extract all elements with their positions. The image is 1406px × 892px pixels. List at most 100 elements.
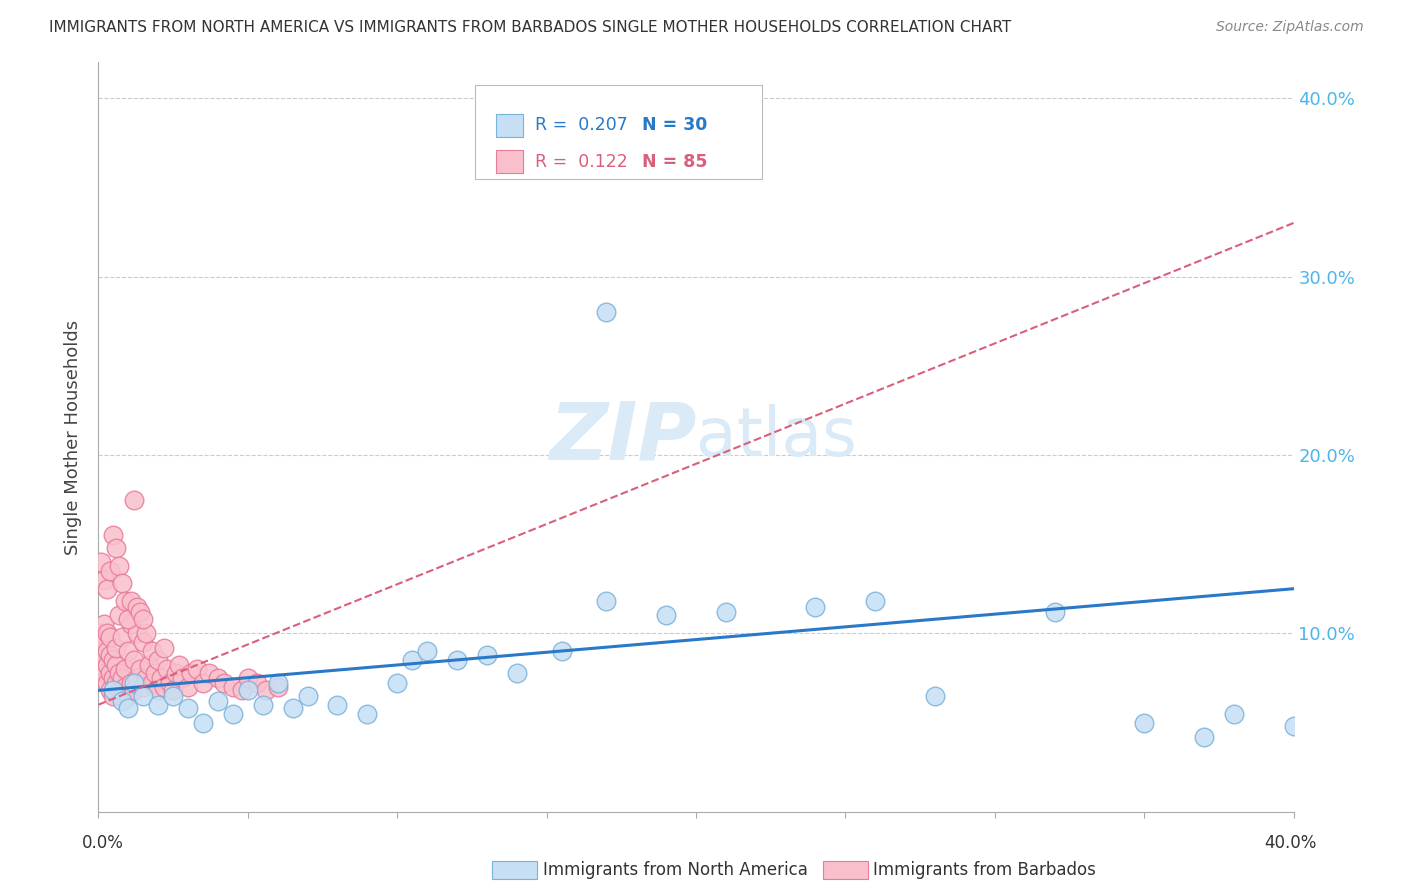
Point [96, 676, 118, 690]
Point [267, 680, 290, 694]
Point [385, 676, 409, 690]
Point [446, 653, 468, 667]
Point [254, 683, 277, 698]
Point [111, 630, 134, 644]
Point [103, 689, 125, 703]
Point [124, 683, 146, 698]
Point [129, 662, 152, 676]
Point [90, 626, 112, 640]
Point [153, 640, 176, 655]
Point [1043, 605, 1066, 619]
Point [165, 665, 187, 680]
Text: ZIP: ZIP [548, 398, 696, 476]
Point [865, 594, 887, 608]
FancyBboxPatch shape [496, 151, 523, 173]
Point [90, 555, 112, 569]
Point [93, 617, 115, 632]
Text: N = 30: N = 30 [643, 117, 707, 135]
Point [108, 665, 131, 680]
Point [98, 564, 122, 578]
Text: atlas: atlas [696, 404, 856, 470]
Point [96, 644, 118, 658]
Point [141, 676, 163, 690]
Point [117, 701, 139, 715]
Point [198, 665, 221, 680]
Point [103, 653, 125, 667]
Point [111, 689, 134, 703]
Text: N = 85: N = 85 [643, 153, 707, 170]
Point [236, 683, 259, 698]
Point [180, 665, 202, 680]
Point [356, 706, 378, 721]
Point [132, 612, 155, 626]
FancyBboxPatch shape [496, 114, 523, 136]
Point [103, 528, 125, 542]
Point [98, 648, 122, 662]
Point [236, 671, 259, 685]
Point [177, 701, 200, 715]
Point [114, 662, 136, 676]
Point [108, 608, 131, 623]
Point [120, 594, 142, 608]
Point [416, 644, 439, 658]
Point [90, 658, 112, 673]
Point [105, 676, 128, 690]
Point [96, 658, 118, 673]
Point [1223, 706, 1246, 721]
Point [105, 541, 128, 555]
Point [595, 305, 617, 319]
Text: Source: ZipAtlas.com: Source: ZipAtlas.com [1216, 20, 1364, 34]
Point [96, 626, 118, 640]
Text: 0.0%: 0.0% [82, 834, 124, 852]
Point [246, 676, 269, 690]
Point [924, 689, 946, 703]
Point [148, 653, 170, 667]
Point [98, 665, 122, 680]
Point [98, 630, 122, 644]
Point [222, 680, 245, 694]
Text: R =  0.207: R = 0.207 [534, 117, 627, 135]
Point [98, 683, 122, 698]
Point [1282, 719, 1305, 733]
Point [127, 599, 149, 614]
Point [714, 605, 737, 619]
Point [124, 492, 146, 507]
Point [127, 626, 149, 640]
Point [475, 648, 498, 662]
Point [191, 715, 214, 730]
Point [401, 653, 423, 667]
Point [93, 635, 115, 649]
Point [162, 683, 184, 698]
Point [111, 694, 134, 708]
Point [177, 680, 200, 694]
Point [120, 617, 142, 632]
Text: Immigrants from Barbados: Immigrants from Barbados [873, 861, 1097, 879]
Point [595, 594, 617, 608]
Point [141, 644, 163, 658]
Point [120, 676, 142, 690]
Point [212, 676, 235, 690]
Point [132, 635, 155, 649]
Point [231, 683, 253, 698]
Point [93, 665, 115, 680]
Point [105, 658, 128, 673]
Point [148, 683, 170, 698]
Point [550, 644, 572, 658]
Point [1133, 715, 1156, 730]
Point [207, 694, 229, 708]
Point [111, 576, 134, 591]
Point [124, 653, 146, 667]
Point [117, 612, 139, 626]
Point [159, 676, 181, 690]
Point [93, 648, 115, 662]
Point [138, 658, 160, 673]
Point [172, 671, 194, 685]
Point [506, 665, 529, 680]
Point [186, 662, 208, 676]
Point [143, 665, 166, 680]
Point [124, 676, 146, 690]
Point [108, 683, 131, 698]
Point [252, 698, 274, 712]
Text: 40.0%: 40.0% [1264, 834, 1317, 852]
Point [129, 605, 152, 619]
